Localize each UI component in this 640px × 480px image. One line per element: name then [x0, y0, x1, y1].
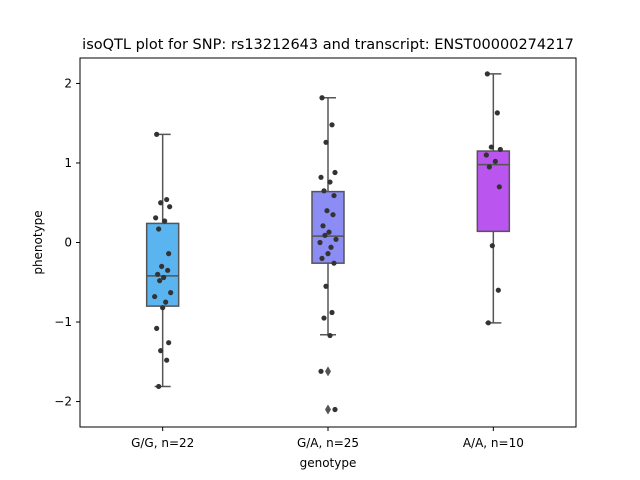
data-point — [329, 122, 335, 128]
data-point — [326, 229, 332, 235]
box-2 — [311, 190, 345, 264]
x-tick-label: A/A, n=10 — [463, 436, 524, 450]
data-point — [157, 278, 163, 284]
data-point — [489, 243, 495, 249]
y-tick-label: 0 — [64, 236, 72, 250]
data-point — [325, 251, 331, 257]
y-axis-label: phenotype — [31, 210, 45, 274]
outlier-marker — [325, 366, 331, 377]
data-point — [495, 287, 501, 293]
data-point — [323, 283, 329, 289]
data-point — [168, 290, 174, 296]
data-point — [333, 236, 339, 242]
data-point — [330, 212, 336, 218]
data-point — [318, 368, 324, 374]
data-point — [497, 146, 503, 153]
y-tick-label: −2 — [54, 395, 72, 409]
data-point — [166, 251, 172, 257]
data-point — [155, 271, 161, 277]
y-axis-ticks: 2 1 0 −1 −2 — [54, 76, 80, 409]
chart-title: isoQTL plot for SNP: rs13212643 and tran… — [82, 37, 574, 53]
data-point — [324, 208, 330, 214]
data-point — [161, 274, 167, 281]
data-point — [488, 144, 494, 150]
data-point — [152, 293, 158, 300]
data-point — [327, 332, 333, 339]
data-point — [485, 320, 491, 326]
points-layer — [152, 71, 503, 413]
data-point — [319, 95, 325, 101]
data-point — [494, 110, 500, 116]
data-point — [156, 383, 162, 390]
data-point — [331, 192, 337, 199]
data-point — [484, 71, 490, 77]
data-point — [496, 184, 502, 190]
data-point — [492, 158, 498, 164]
data-point — [153, 215, 159, 221]
y-tick-label: −1 — [54, 315, 72, 329]
data-point — [317, 239, 323, 246]
x-axis-ticks: G/G, n=22 G/A, n=25 A/A, n=10 — [131, 427, 524, 450]
data-point — [154, 325, 160, 331]
data-point — [158, 348, 164, 354]
data-point — [332, 169, 338, 176]
data-point — [167, 204, 173, 210]
data-point — [165, 267, 171, 273]
data-point — [162, 218, 168, 224]
data-point — [164, 357, 170, 363]
data-point — [483, 152, 489, 158]
x-tick-label: G/A, n=25 — [297, 436, 359, 450]
data-point — [321, 188, 327, 194]
data-point — [321, 315, 327, 321]
data-point — [329, 309, 335, 316]
data-point — [486, 164, 492, 170]
y-tick-label: 1 — [64, 156, 72, 170]
data-point — [163, 299, 169, 305]
data-point — [320, 223, 326, 229]
data-point — [332, 406, 338, 413]
data-point — [331, 260, 337, 266]
data-point — [327, 179, 333, 185]
data-point — [166, 340, 172, 346]
data-point — [328, 244, 334, 250]
data-point — [164, 196, 170, 203]
data-point — [160, 305, 166, 311]
y-tick-label: 2 — [64, 76, 72, 90]
data-point — [156, 226, 162, 232]
data-point — [322, 232, 328, 238]
data-point — [323, 139, 329, 145]
box-3 — [476, 150, 511, 233]
boxes-layer — [145, 73, 511, 415]
outlier-marker — [325, 404, 331, 415]
x-tick-label: G/G, n=22 — [131, 436, 194, 450]
data-point — [159, 263, 165, 269]
data-point — [154, 131, 160, 137]
x-axis-label: genotype — [300, 456, 357, 470]
data-point — [319, 255, 325, 262]
data-point — [318, 174, 324, 180]
data-point — [158, 200, 164, 206]
